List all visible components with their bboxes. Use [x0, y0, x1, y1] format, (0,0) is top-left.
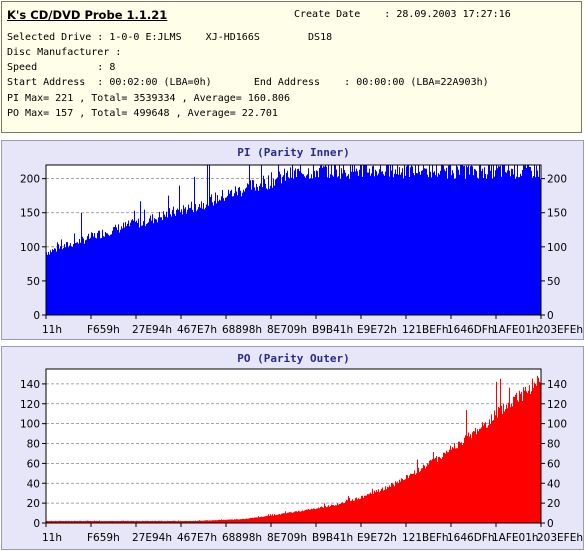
x-tick-label: 467E7h	[177, 324, 217, 336]
x-tick-label: 203EFEh	[537, 324, 583, 336]
x-tick-label: 27E94h	[132, 532, 172, 544]
y-tick-label-right: 120	[547, 399, 567, 411]
y-tick-label-left: 120	[20, 399, 40, 411]
y-tick-label-left: 50	[27, 276, 40, 288]
pi-chart-panel: PI (Parity Inner) 0 0 50 50 100 100 150 150 200 20…	[1, 140, 584, 340]
y-tick-label-left: 200	[20, 174, 40, 186]
y-tick-label-left: 40	[27, 478, 40, 490]
chart-title: PI (Parity Inner)	[237, 146, 350, 159]
x-tick-label: 1646DFh	[447, 324, 495, 336]
x-tick-label: 1646DFh	[447, 532, 495, 544]
create-date: Create Date : 28.09.2003 17:27:16	[294, 9, 511, 20]
x-tick-label: 8E709h	[267, 532, 307, 544]
x-tick-label: 467E7h	[177, 532, 217, 544]
x-tick-label: E9E72h	[357, 324, 397, 336]
address-range: Start Address : 00:02:00 (LBA=0h) End Ad…	[7, 77, 489, 88]
y-tick-label-right: 140	[547, 379, 567, 391]
x-tick-label: 68898h	[222, 532, 262, 544]
y-tick-label-right: 200	[547, 174, 567, 186]
y-tick-label-right: 0	[547, 518, 554, 530]
y-tick-label-right: 50	[547, 276, 560, 288]
chart-title: PO (Parity Outer)	[237, 352, 350, 365]
x-tick-label: 8E709h	[267, 324, 307, 336]
x-tick-label: 121BEFh	[402, 532, 449, 544]
disc-manufacturer: Disc Manufacturer :	[7, 47, 122, 58]
x-tick-label: 68898h	[222, 324, 262, 336]
y-tick-label-left: 20	[27, 498, 40, 510]
x-tick-label: 121BEFh	[402, 324, 449, 336]
x-tick-label: 27E94h	[132, 324, 172, 336]
selected-drive: Selected Drive : 1-0-0 E:JLMS XJ-HD166S …	[7, 32, 333, 43]
x-tick-label: 11h	[42, 324, 62, 336]
x-tick-label: F659h	[87, 532, 120, 544]
x-tick-label: 11h	[42, 532, 62, 544]
y-tick-label-left: 0	[33, 310, 40, 322]
plot-frame	[45, 164, 542, 316]
po-chart: PO (Parity Outer) 0 0 20 20 40 40 60 60 80 80 100 10…	[20, 352, 583, 544]
speed: Speed : 8	[7, 62, 116, 73]
app-title: K's CD/DVD Probe 1.1.21	[7, 8, 168, 22]
y-tick-label-right: 150	[547, 208, 567, 220]
y-tick-label-left: 100	[20, 242, 40, 254]
pi-chart: PI (Parity Inner) 0 0 50 50 100 100 150 150 200 20…	[20, 146, 583, 336]
x-tick-label: 1AFE01h	[492, 324, 539, 336]
y-tick-label-right: 20	[547, 498, 560, 510]
x-tick-label: F659h	[87, 324, 120, 336]
y-tick-label-right: 60	[547, 458, 560, 470]
x-tick-label: E9E72h	[357, 532, 397, 544]
y-tick-label-left: 80	[27, 439, 40, 451]
y-tick-label-left: 100	[20, 419, 40, 431]
x-tick-labels: 11h F659h 27E94h 467E7h 68898h 8E709h B9B41h E9…	[42, 532, 583, 544]
y-tick-label-left: 60	[27, 458, 40, 470]
y-tick-label-right: 80	[547, 439, 560, 451]
x-tick-label: 203EFEh	[537, 532, 583, 544]
po-chart-panel: PO (Parity Outer) 0 0 20 20 40 40 60 60 80 80 100 10…	[1, 346, 584, 550]
y-tick-label-right: 100	[547, 419, 567, 431]
x-tick-label: B9B41h	[312, 532, 353, 544]
plot-frame	[45, 368, 542, 524]
pi-summary: PI Max= 221 , Total= 3539334 , Average= …	[7, 93, 290, 104]
y-tick-label-right: 40	[547, 478, 560, 490]
y-tick-label-right: 0	[547, 310, 554, 322]
x-tick-label: B9B41h	[312, 324, 353, 336]
y-tick-label-left: 150	[20, 208, 40, 220]
info-panel: K's CD/DVD Probe 1.1.21 Create Date : 28…	[1, 1, 582, 133]
y-tick-label-left: 140	[20, 379, 40, 391]
x-tick-labels: 11h F659h 27E94h 467E7h 68898h 8E709h B9B41h E9…	[42, 324, 583, 336]
x-tick-label: 1AFE01h	[492, 532, 539, 544]
y-tick-label-right: 100	[547, 242, 567, 254]
y-tick-label-left: 0	[33, 518, 40, 530]
po-summary: PO Max= 157 , Total= 499648 , Average= 2…	[7, 108, 278, 119]
